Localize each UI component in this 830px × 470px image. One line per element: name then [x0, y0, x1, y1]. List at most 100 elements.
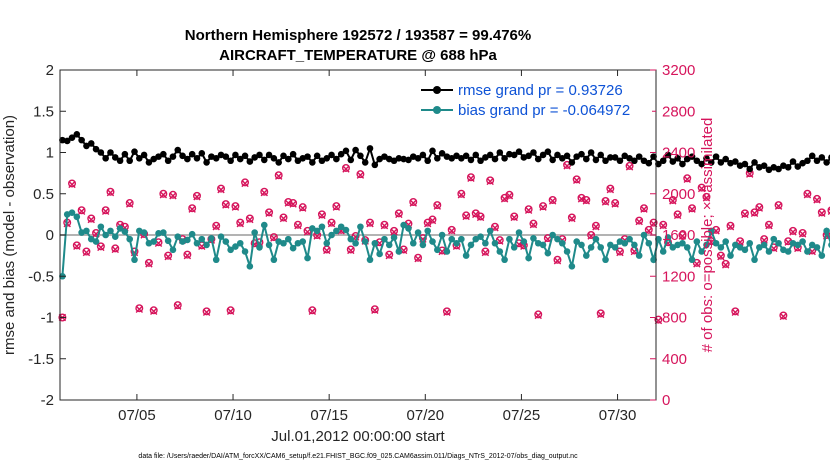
rmse-series-point — [160, 150, 167, 158]
rmse-series-point — [703, 154, 710, 162]
rmse-series-point — [309, 159, 316, 166]
bias-series-point — [525, 254, 532, 262]
bias-series-point — [318, 223, 326, 231]
y-left-tick-label: 1.5 — [33, 103, 54, 120]
obs-assimilated-point — [798, 230, 807, 238]
rmse-series-point — [145, 159, 153, 166]
y-right-axis-label: # of obs: o=possible; ×=assimilated — [699, 118, 716, 353]
bias-series-point — [184, 236, 191, 244]
bias-series-point — [770, 235, 778, 243]
bias-series-point — [342, 226, 350, 234]
y-left-tick-label: 1 — [46, 145, 54, 162]
rmse-series — [59, 131, 830, 174]
obs-assimilated-point — [462, 212, 470, 221]
rmse-series-point — [501, 154, 508, 162]
obs-assimilated-point — [774, 202, 783, 210]
y-left-tick-label: -1.5 — [28, 351, 54, 368]
bias-series-point — [424, 227, 431, 235]
bias-series-point — [583, 252, 590, 259]
obs-possible-point — [265, 208, 274, 217]
obs-possible-point — [817, 208, 826, 217]
rmse-series-point — [808, 152, 816, 160]
rmse-series-point — [121, 150, 129, 158]
rmse-series-point — [424, 157, 431, 165]
obs-assimilated-point — [481, 248, 490, 257]
obs-assimilated-point — [299, 204, 307, 212]
bias-series-point — [188, 230, 196, 238]
obs-possible-point — [625, 161, 634, 170]
obs-possible-point — [774, 201, 783, 210]
rmse-series-point — [222, 153, 230, 160]
obs-possible-point — [490, 222, 499, 231]
bias-series-point — [631, 241, 638, 249]
bias-series-point — [751, 256, 758, 264]
rmse-series-point — [289, 150, 297, 158]
obs-possible-point — [202, 307, 211, 316]
bias-series-point — [640, 231, 648, 239]
x-tick-label: 07/25 — [503, 407, 541, 424]
rmse-series-point — [578, 150, 585, 158]
bias-series-point — [611, 244, 619, 251]
bias-series-point — [568, 263, 576, 270]
obs-possible-point — [346, 245, 355, 254]
obs-assimilated-point — [601, 198, 610, 206]
bias-series-point — [304, 254, 311, 262]
obs-possible-point — [442, 307, 451, 316]
obs-possible-point — [173, 301, 182, 310]
obs-possible-point — [125, 199, 134, 208]
rmse-series-point — [611, 154, 619, 161]
rmse-series-point — [97, 149, 105, 156]
bias-series-point — [563, 248, 571, 255]
bias-series-point — [256, 244, 263, 251]
bias-series-point — [126, 235, 133, 243]
rmse-series-point — [515, 148, 523, 155]
y-left-tick-label: -1 — [41, 310, 54, 327]
obs-possible-point — [596, 309, 605, 318]
rmse-series-point — [126, 157, 133, 165]
obs-assimilated-point — [673, 211, 682, 220]
bias-series-point — [539, 241, 547, 249]
bias-series-point — [352, 239, 359, 247]
bias-series-point — [458, 235, 465, 243]
obs-possible-point — [697, 183, 706, 192]
obs-possible-point — [260, 187, 269, 196]
rmse-series-point — [107, 149, 114, 156]
bias-series-point — [260, 221, 268, 229]
obs-assimilated-point — [423, 219, 432, 228]
rmse-series-point — [111, 154, 119, 161]
obs-assimilated-point — [572, 176, 581, 185]
bias-series-point — [438, 231, 446, 239]
obs-assimilated-point — [289, 200, 297, 208]
bias-series-point — [357, 223, 364, 231]
bias-series-point — [381, 235, 388, 243]
bias-series-point — [746, 239, 754, 247]
rmse-series-point — [698, 160, 705, 168]
rmse-series-point — [722, 155, 729, 163]
y-left-tick-label: -0.5 — [28, 268, 54, 285]
obs-possible-point — [827, 206, 830, 214]
rmse-series-point — [328, 151, 335, 159]
obs-assimilated-point — [231, 203, 240, 211]
obs-possible-point — [486, 176, 495, 185]
rmse-series-point — [174, 146, 182, 154]
bias-series-point — [280, 239, 287, 247]
legend-rmse-marker — [433, 86, 441, 94]
rmse-series-point — [236, 155, 244, 163]
obs-possible-point — [164, 251, 173, 260]
rmse-series-point — [462, 152, 470, 160]
obs-assimilated-point — [241, 179, 249, 188]
rmse-series-point — [467, 156, 475, 164]
bias-series-point — [635, 252, 643, 259]
bias-series-point — [328, 231, 335, 239]
rmse-series-point — [438, 150, 446, 157]
obs-possible-point — [394, 209, 403, 218]
obs-possible-point — [293, 220, 302, 229]
bias-series-point — [361, 238, 369, 245]
obs-assimilated-point — [741, 210, 749, 219]
obs-assimilated-point — [529, 220, 538, 229]
obs-possible-point — [659, 220, 668, 229]
legend-bias-label: bias grand pr = -0.064972 — [458, 102, 630, 119]
obs-assimilated-point — [347, 246, 355, 255]
obs-possible-point — [327, 218, 336, 227]
obs-possible-point — [505, 190, 514, 199]
